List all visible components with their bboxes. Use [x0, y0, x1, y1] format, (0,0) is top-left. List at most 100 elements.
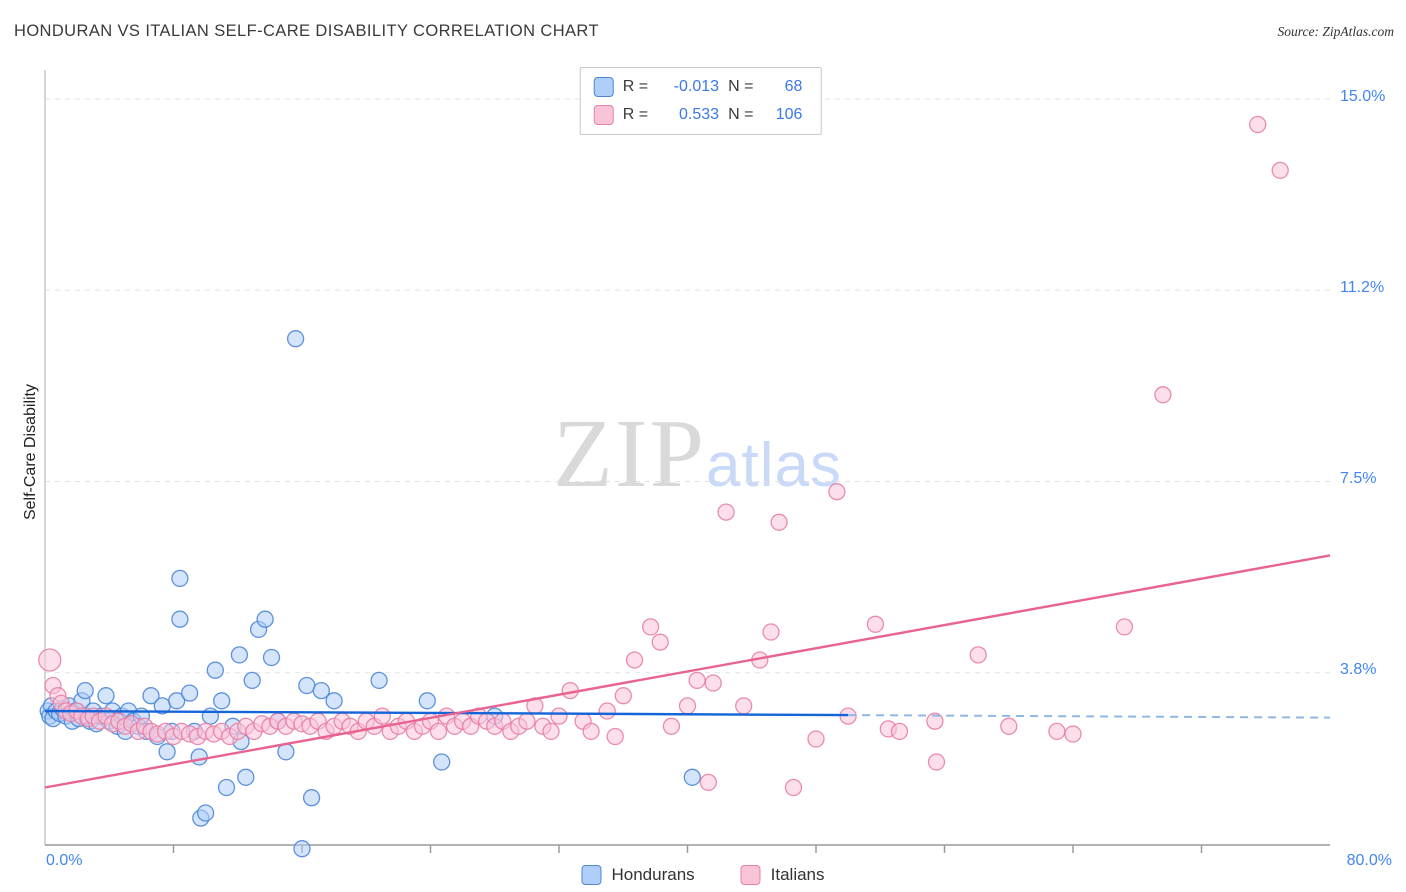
scatter-point-italians — [770, 513, 788, 531]
r-value-italians: 0.533 — [679, 106, 720, 123]
scatter-point-italians — [688, 671, 706, 690]
scatter-point-hondurans — [201, 707, 220, 725]
scatter-point-italians — [1115, 618, 1134, 636]
n-label: N = — [728, 106, 754, 123]
scatter-point-hondurans — [217, 778, 236, 797]
scatter-point-hondurans — [190, 748, 208, 766]
scatter-point-italians — [807, 730, 825, 748]
legend-swatch-hondurans — [593, 77, 614, 97]
scatter-point-hondurans — [256, 610, 274, 628]
y-tick-label-11: 11.2% — [1340, 279, 1385, 296]
scatter-point-italians — [699, 773, 718, 792]
scatter-point-italians — [735, 697, 753, 715]
scatter-point-hondurans — [158, 743, 176, 761]
scatter-point-italians — [890, 722, 909, 741]
scatter-point-italians — [625, 651, 644, 669]
scatter-point-hondurans — [298, 676, 316, 695]
scatter-point-italians — [550, 707, 568, 725]
watermark-zip: ZIP — [553, 400, 706, 508]
r-label: R = — [622, 106, 649, 123]
scatter-point-hondurans — [171, 610, 189, 628]
y-axis-title: Self-Care Disability — [22, 383, 39, 521]
x-axis-max-label: 80.0% — [1346, 852, 1392, 869]
scatter-point-italians — [926, 712, 944, 730]
scatter-point-italians — [1000, 717, 1018, 735]
series-swatch-hondurans — [581, 865, 602, 885]
scatter-point-hondurans — [293, 840, 311, 858]
series-label-hondurans: Hondurans — [611, 865, 695, 884]
scatter-point-hondurans — [325, 692, 343, 710]
scatter-point-hondurans — [302, 789, 321, 807]
scatter-point-hondurans — [683, 768, 701, 786]
scatter-point-hondurans — [237, 768, 255, 786]
scatter-point-italians — [373, 707, 391, 725]
scatter-point-italians — [641, 618, 660, 636]
trend-line-hondurans — [44, 709, 849, 717]
scatter-point-italians — [518, 712, 536, 730]
r-value-hondurans: -0.013 — [673, 78, 720, 95]
scatter-point-hondurans — [243, 671, 261, 690]
scatter-point-hondurans — [262, 648, 281, 667]
scatter-point-italians — [598, 702, 616, 720]
scatter-point-hondurans — [370, 671, 388, 690]
scatter-point-hondurans — [312, 681, 330, 700]
scatter-point-italians — [762, 623, 780, 641]
y-tick-label-3: 3.8% — [1340, 661, 1377, 678]
scatter-point-italians — [1249, 115, 1267, 134]
scatter-point-hondurans — [213, 692, 231, 710]
scatter-point-hondurans — [171, 569, 189, 588]
series-label-italians: Italians — [770, 865, 825, 884]
scatter-point-italians — [1271, 161, 1289, 180]
scatter-point-hondurans — [142, 687, 160, 705]
scatter-point-italians — [662, 717, 681, 735]
scatter-point-italians — [542, 722, 560, 741]
page-title: HONDURAN VS ITALIAN SELF-CARE DISABILITY… — [14, 22, 599, 40]
watermark-atlas: atlas — [706, 431, 842, 500]
scatter-point-hondurans — [180, 684, 199, 702]
n-value-hondurans: 68 — [784, 78, 803, 95]
scatter-point-italians — [429, 722, 448, 741]
scatter-point-italians — [717, 503, 735, 521]
scatter-point-italians — [614, 687, 632, 705]
scatter-point-hondurans — [97, 687, 115, 705]
scatter-point-hondurans — [168, 692, 186, 710]
scatter-point-italians — [1048, 722, 1066, 741]
n-value-italians: 106 — [775, 106, 803, 123]
scatter-point-italians — [1064, 725, 1082, 743]
scatter-point-italians — [606, 727, 624, 746]
legend-row-hondurans: R = -0.013 N = 68 — [593, 77, 803, 97]
n-label: N = — [728, 78, 754, 95]
scatter-point-hondurans — [418, 692, 436, 710]
x-axis-min-label: 0.0% — [46, 852, 83, 869]
scatter-point-italians — [704, 674, 722, 692]
correlation-legend-box: R = -0.013 N = 68 R = 0.533 N = 106 — [579, 67, 822, 135]
scatter-point-italians — [582, 722, 600, 741]
scatter-point-italians — [969, 646, 987, 664]
series-legend-item-italians: Italians — [740, 865, 825, 885]
scatter-point-italians — [651, 633, 669, 651]
legend-row-italians: R = 0.533 N = 106 — [593, 105, 803, 125]
trend-line-italians — [44, 554, 1331, 789]
scatter-point-hondurans — [286, 330, 305, 348]
scatter-point-hondurans — [76, 681, 94, 700]
source-attribution: Source: ZipAtlas.com — [1277, 24, 1394, 39]
scatter-point-hondurans — [206, 661, 224, 679]
series-swatch-italians — [740, 865, 761, 885]
series-legend-item-hondurans: Hondurans — [581, 865, 695, 885]
series-legend: Hondurans Italians — [581, 865, 825, 885]
trend-line-dashed-hondurans — [848, 714, 1331, 719]
scatter-point-italians — [828, 483, 846, 501]
scatter-point-italians — [927, 753, 946, 771]
scatter-point-italians — [678, 697, 697, 715]
y-tick-label-15: 15.0% — [1340, 88, 1386, 105]
scatter-point-italians — [866, 615, 885, 633]
scatter-point-hondurans — [196, 804, 215, 822]
scatter-point-italians — [784, 778, 803, 797]
scatter-point-italians — [1154, 386, 1172, 404]
watermark: ZIP atlas — [553, 398, 842, 510]
scatter-point-hondurans — [230, 646, 249, 664]
scatter-point-hondurans — [433, 753, 451, 771]
scatter-point-italians — [38, 648, 62, 672]
legend-swatch-italians — [593, 105, 614, 125]
